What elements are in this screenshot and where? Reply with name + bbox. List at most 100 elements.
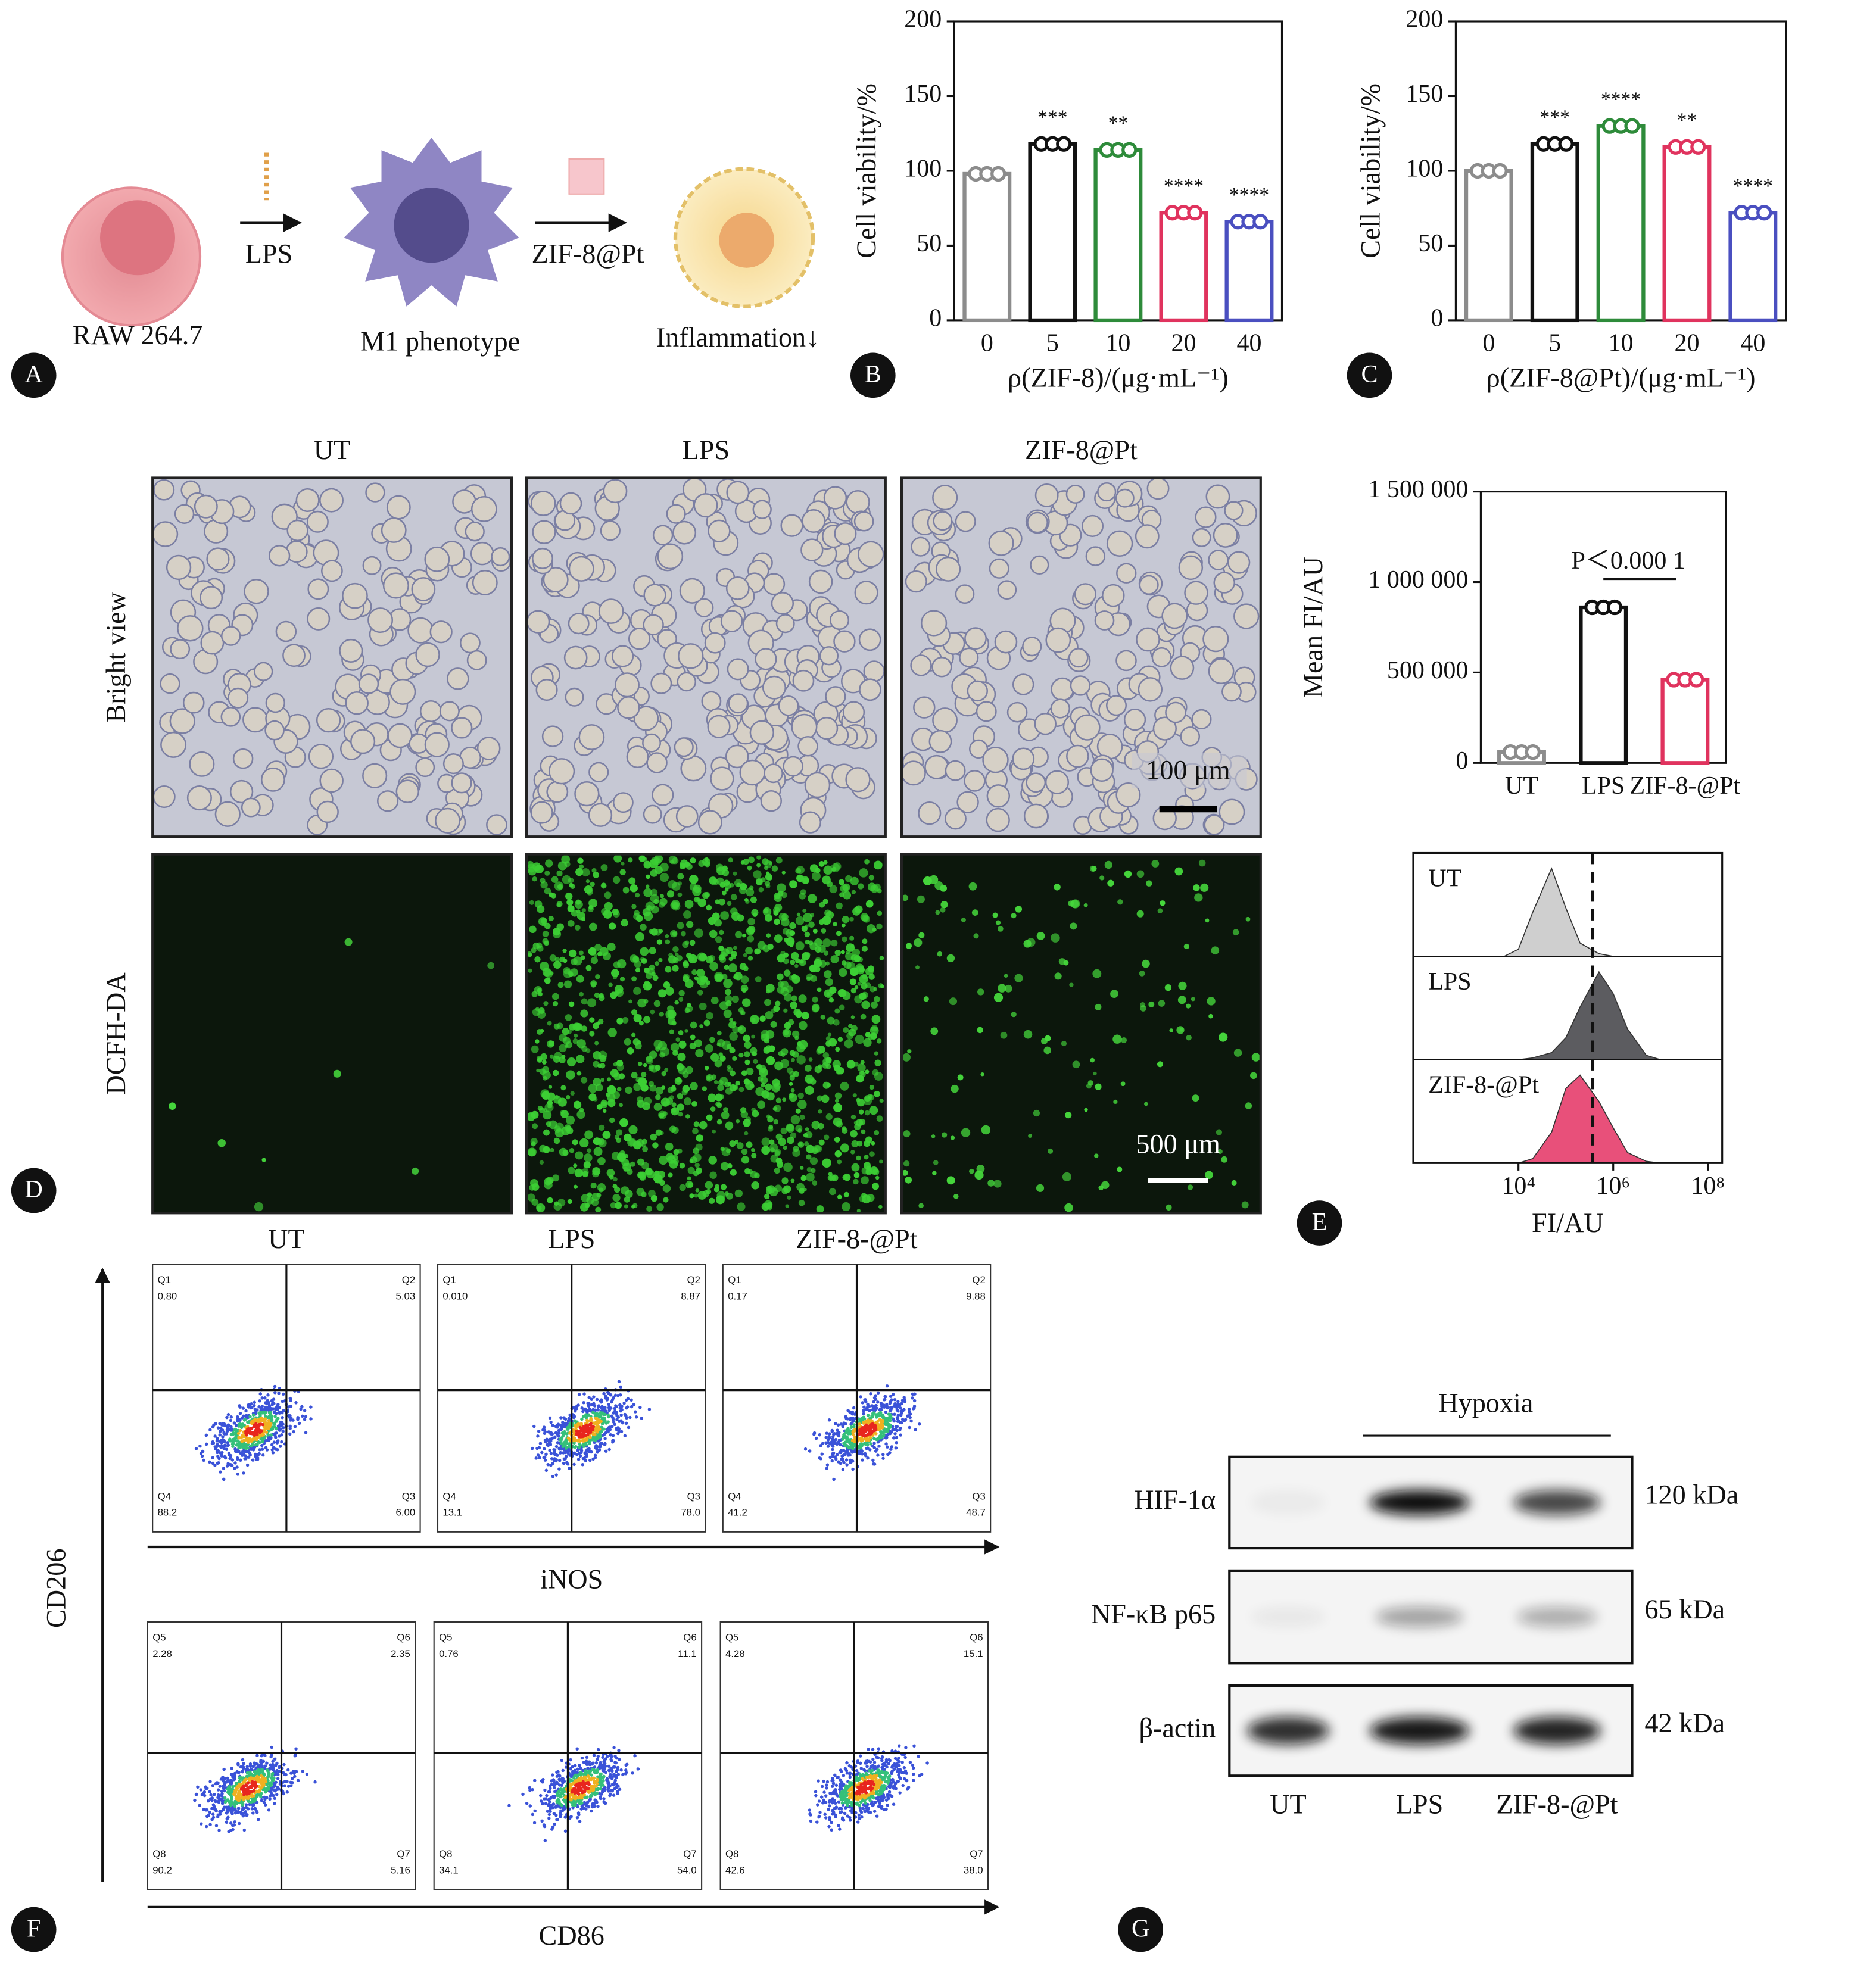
fluorescent-spot: [1095, 1003, 1102, 1011]
cell: [319, 768, 344, 793]
fluorescent-spot: [730, 1070, 736, 1077]
fluorescent-spot: [835, 1047, 840, 1052]
fluorescent-spot: [853, 1062, 859, 1067]
fluorescent-spot: [1157, 908, 1163, 913]
fluorescent-spot: [662, 1101, 668, 1107]
event-dot: [235, 1787, 239, 1790]
fluorescent-spot: [765, 871, 770, 875]
fluorescent-spot: [699, 953, 708, 962]
event-dot: [303, 1409, 307, 1412]
panel-label: D: [25, 1176, 43, 1203]
event-dot: [220, 1428, 225, 1432]
cell: [842, 701, 865, 723]
cell: [800, 538, 824, 561]
fluorescent-spot: [804, 931, 811, 938]
fluorescent-spot: [1011, 913, 1017, 919]
x-axis-label: iNOS: [540, 1564, 603, 1594]
bar: [1530, 142, 1579, 323]
cell: [611, 645, 634, 667]
fluorescent-spot: [743, 953, 747, 957]
event-dot: [831, 1451, 836, 1455]
event-dot: [267, 1808, 271, 1812]
fluorescent-spot: [762, 858, 769, 865]
fluorescent-spot: [529, 900, 534, 905]
fluorescent-spot: [719, 1001, 729, 1010]
fluorescent-spot: [796, 1043, 805, 1053]
event-dot: [612, 1411, 615, 1415]
event-dot: [260, 1443, 264, 1447]
fluorescent-spot: [593, 1060, 600, 1068]
fluorescent-spot: [607, 1093, 616, 1102]
significance: ****: [1164, 175, 1204, 197]
event-dot: [263, 1411, 267, 1415]
event-dot: [837, 1434, 841, 1438]
event-dot: [283, 1784, 287, 1787]
event-dot: [604, 1449, 608, 1453]
fluorescent-spot: [668, 1172, 673, 1178]
fluorescent-spot: [655, 1129, 662, 1136]
fluorescent-spot: [781, 871, 786, 875]
event-dot: [213, 1434, 217, 1438]
fluorescent-spot: [584, 1130, 594, 1140]
cell: [186, 785, 212, 811]
fluorescent-spot: [553, 930, 562, 938]
fluorescent-spot: [684, 1007, 690, 1013]
fluorescent-spot: [630, 1161, 635, 1167]
fluorescent-spot: [550, 1147, 554, 1153]
fluorescent-spot: [217, 1138, 226, 1147]
fluorescent-spot: [751, 1051, 756, 1056]
cell: [859, 678, 881, 701]
fluorescent-spot: [716, 1031, 722, 1036]
cell: [633, 706, 659, 731]
fluorescent-spot: [678, 1112, 683, 1117]
event-dot: [586, 1447, 590, 1451]
fluorescent-spot: [832, 1060, 841, 1069]
y-tick-label: 150: [1406, 80, 1443, 108]
fluorescent-spot: [695, 1049, 704, 1057]
y-tick-label: 0: [1456, 747, 1468, 775]
fluorescent-spot: [658, 1110, 667, 1119]
fluorescent-spot: [600, 882, 607, 889]
fluorescent-spot: [1205, 1171, 1213, 1180]
fluorescent-spot: [607, 943, 616, 951]
fluorescent-spot: [827, 1032, 832, 1037]
fluorescent-spot: [751, 1148, 755, 1152]
event-dot: [286, 1768, 290, 1772]
fluorescent-spot: [542, 931, 549, 937]
fluorescent-spot: [729, 1047, 736, 1054]
event-dot: [888, 1401, 892, 1405]
cell: [169, 708, 195, 734]
fluorescent-spot: [789, 880, 797, 888]
event-dot: [288, 1432, 292, 1436]
fluorescent-spot: [876, 1038, 882, 1044]
fluorescent-spot: [584, 1153, 593, 1162]
fluorescent-spot: [940, 907, 946, 913]
fluorescent-spot: [1011, 1011, 1017, 1018]
scale-bar-backdrop: [1132, 753, 1247, 788]
fluorescent-spot: [787, 1136, 794, 1144]
event-dot: [251, 1458, 255, 1462]
fluorescent-spot: [660, 862, 669, 872]
fluorescent-spot: [741, 1070, 747, 1077]
nucleus-icon: [394, 188, 469, 263]
event-dot: [543, 1431, 547, 1435]
event-dot: [275, 1411, 278, 1415]
cell: [244, 578, 269, 604]
fluorescent-spot: [825, 910, 834, 919]
fluorescent-spot: [804, 1141, 809, 1147]
event-dot: [313, 1780, 317, 1784]
fluorescent-spot: [998, 926, 1004, 932]
fluorescent-spot: [850, 1015, 855, 1019]
cell: [1050, 698, 1070, 719]
fluorescent-spot: [578, 950, 584, 956]
fluorescent-spot: [610, 991, 618, 999]
event-dot: [213, 1464, 217, 1467]
event-dot: [250, 1807, 254, 1811]
event-dot: [281, 1392, 285, 1396]
fluorescent-spot: [864, 1096, 872, 1105]
cell: [282, 644, 306, 667]
fluorescent-spot: [864, 1155, 869, 1160]
cell: [924, 754, 949, 779]
event-dot: [890, 1445, 894, 1449]
fluorescent-spot: [812, 1180, 818, 1186]
